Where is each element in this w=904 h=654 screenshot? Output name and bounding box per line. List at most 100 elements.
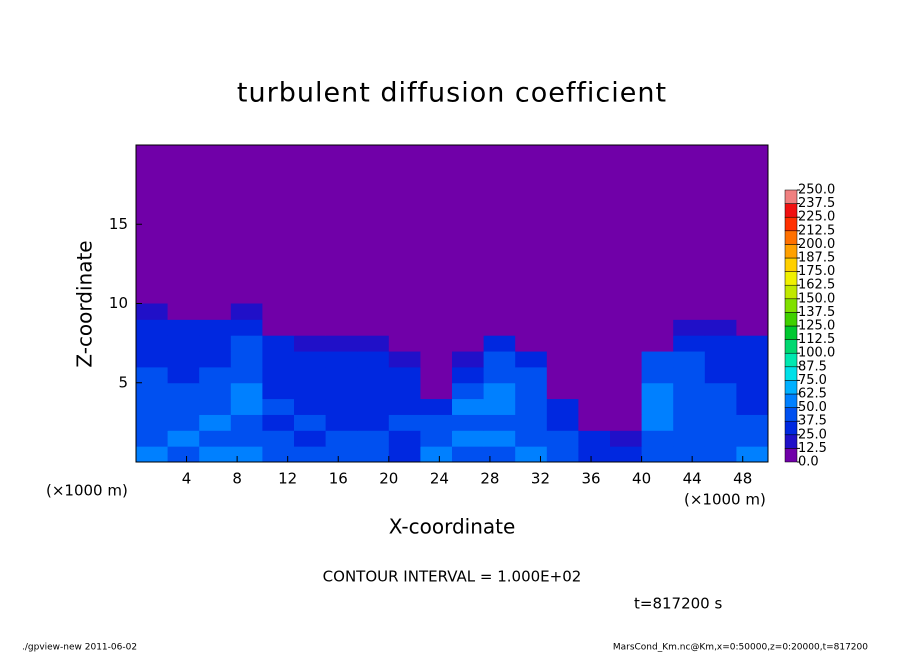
heat-cell	[704, 335, 737, 352]
heat-cell	[673, 335, 706, 352]
colorbar-swatch	[784, 393, 798, 408]
heat-cell	[420, 430, 453, 447]
colorbar-label: 62.5	[798, 387, 827, 402]
colorbar-swatch	[784, 298, 798, 313]
colorbar-swatch	[784, 325, 798, 340]
heat-cell	[167, 303, 200, 320]
heat-cell	[136, 303, 169, 320]
colorbar-label: 100.0	[798, 346, 835, 361]
heat-cell	[641, 398, 674, 415]
heat-cell	[452, 351, 485, 368]
heat-cell	[357, 335, 390, 352]
heat-cell	[610, 366, 643, 384]
heat-cell	[357, 319, 390, 336]
heat-cell	[515, 335, 548, 352]
heat-cell	[704, 414, 737, 431]
heat-cell	[546, 319, 579, 336]
heat-cell	[230, 382, 263, 400]
colorbar-swatch	[784, 366, 798, 381]
heat-cell	[199, 366, 232, 384]
heat-cell	[167, 414, 200, 431]
chart-title: turbulent diffusion coefficient	[237, 78, 667, 109]
y-tick-label: 10	[109, 294, 128, 312]
x-tick-label: 24	[430, 470, 449, 488]
heat-cell	[610, 430, 643, 447]
heat-cell	[357, 366, 390, 384]
heat-cell	[546, 446, 579, 463]
heat-cell	[515, 351, 548, 368]
heat-cell	[294, 398, 327, 415]
y-unit: (×1000 m)	[46, 482, 128, 500]
heat-cell	[483, 414, 516, 431]
heat-cell	[578, 303, 611, 320]
heat-cell	[294, 351, 327, 368]
heat-cell	[357, 446, 390, 463]
heat-cell	[673, 351, 706, 368]
heat-cell	[673, 319, 706, 336]
colorbar-label: 0.0	[798, 455, 819, 470]
colorbar-swatch	[784, 420, 798, 436]
contour-interval: CONTOUR INTERVAL = 1.000E+02	[323, 568, 582, 586]
time-label: t=817200 s	[634, 595, 722, 613]
heat-cell	[325, 414, 358, 431]
heat-cell	[578, 366, 611, 384]
heat-cell	[610, 303, 643, 320]
heat-cell	[230, 366, 263, 384]
heat-cell	[167, 319, 200, 336]
heat-cell	[294, 303, 327, 320]
heat-cell	[230, 398, 263, 415]
colorbar-swatch	[784, 271, 798, 286]
heat-cell	[515, 382, 548, 400]
heat-cell	[578, 414, 611, 431]
heat-cell	[262, 366, 295, 384]
colorbar-label: 200.0	[798, 237, 835, 252]
heat-cell	[736, 366, 769, 384]
heat-cell	[294, 319, 327, 336]
heat-cell	[199, 351, 232, 368]
heat-cell	[199, 398, 232, 415]
heat-cell	[388, 446, 421, 463]
colorbar-label: 75.0	[798, 373, 827, 388]
x-tick-label: 44	[683, 470, 702, 488]
heat-cell	[230, 430, 263, 447]
heat-cell	[641, 446, 674, 463]
heat-cell	[325, 446, 358, 463]
heat-cell	[704, 303, 737, 320]
colorbar-label: 125.0	[798, 319, 835, 334]
heat-cell	[578, 351, 611, 368]
colorbar-swatch	[784, 230, 798, 245]
colorbar-swatch	[784, 284, 798, 300]
heat-cell	[546, 382, 579, 400]
heat-cell	[388, 382, 421, 400]
heat-cell	[641, 319, 674, 336]
heat-cell	[325, 366, 358, 384]
heat-cell	[262, 414, 295, 431]
heat-cell	[262, 382, 295, 400]
heat-cell	[136, 414, 169, 431]
heat-cell	[704, 351, 737, 368]
x-tick-label: 8	[232, 470, 242, 488]
heat-cell	[641, 335, 674, 352]
heat-cell	[230, 446, 263, 463]
heat-cell	[483, 366, 516, 384]
heat-cell	[736, 398, 769, 415]
heat-cell	[357, 430, 390, 447]
heat-cell	[388, 319, 421, 336]
heat-cell	[610, 319, 643, 336]
heat-cell	[673, 303, 706, 320]
colorbar-label: 50.0	[798, 400, 827, 415]
y-axis-label: Z-coordinate	[73, 240, 97, 367]
x-tick-label: 16	[329, 470, 348, 488]
heat-cell	[325, 382, 358, 400]
heat-cell	[325, 335, 358, 352]
heat-cell	[736, 319, 769, 336]
heat-cell	[546, 430, 579, 447]
x-tick-label: 48	[733, 470, 752, 488]
heat-cell	[167, 446, 200, 463]
heat-cell	[483, 319, 516, 336]
heat-cell	[388, 303, 421, 320]
heat-cell	[578, 430, 611, 447]
heat-cell	[515, 414, 548, 431]
heat-cell	[388, 366, 421, 384]
heat-cell	[199, 303, 232, 320]
